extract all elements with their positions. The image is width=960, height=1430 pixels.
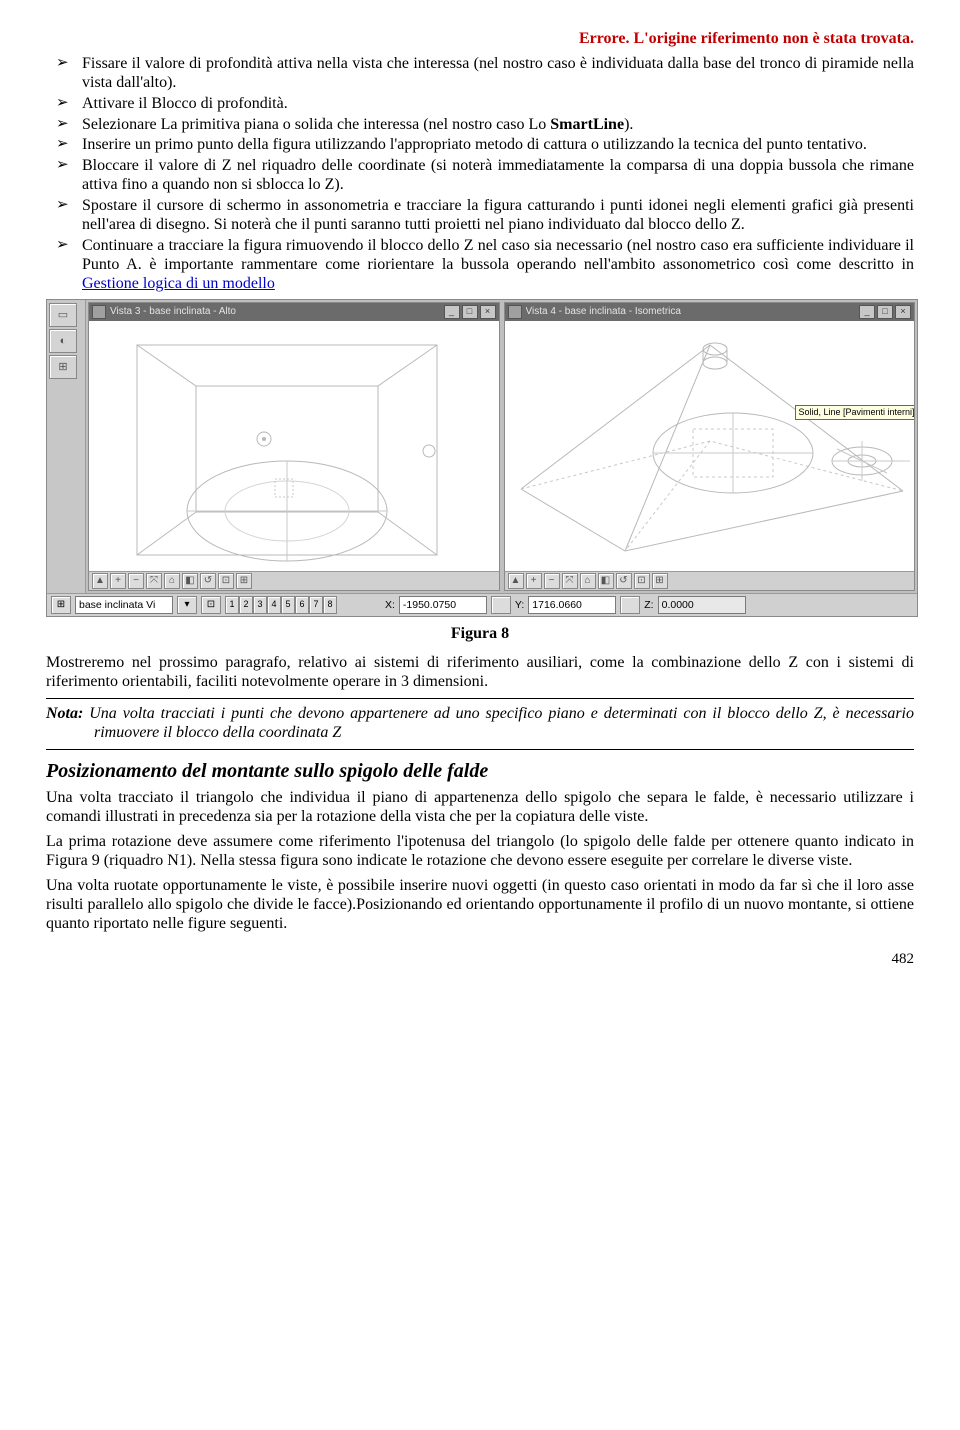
list-item: Bloccare il valore di Z nel riquadro del…: [46, 157, 914, 195]
y-coord-field[interactable]: 1716.0660: [528, 596, 616, 614]
tool-button[interactable]: ⊞: [49, 355, 77, 379]
cad-screenshot: ▭ ◐ ⊞ Vista 3 - base inclinata - Alto _ …: [46, 299, 918, 617]
view-num-button[interactable]: 1: [225, 596, 239, 614]
window-toolbar: ▲ + − ⤧ ⌂ ◧ ↺ ⊡ ⊞: [89, 571, 499, 590]
view-num-button[interactable]: 4: [267, 596, 281, 614]
view-ctrl-button[interactable]: −: [544, 573, 560, 589]
list-item: Attivare il Blocco di profondità.: [46, 95, 914, 114]
z-coord-field[interactable]: 0.0000: [658, 596, 746, 614]
window-toolbar: ▲ + − ⤧ ⌂ ◧ ↺ ⊡ ⊞: [505, 571, 915, 590]
view-ctrl-button[interactable]: ⊡: [218, 573, 234, 589]
view-num-button[interactable]: 5: [281, 596, 295, 614]
page-number: 482: [46, 951, 914, 969]
status-bar: ⊞ base inclinata Vi ▾ ⊡ 1 2 3 4 5 6 7 8 …: [47, 593, 917, 616]
canvas-iso-view[interactable]: Solid, Line [Pavimenti interni]: [505, 321, 915, 571]
x-coord-field[interactable]: -1950.0750: [399, 596, 487, 614]
view-ctrl-button[interactable]: ⤧: [146, 573, 162, 589]
text: Selezionare La primitiva piana o solida …: [82, 116, 550, 133]
view-ctrl-button[interactable]: ⊞: [652, 573, 668, 589]
view-ctrl-button[interactable]: −: [128, 573, 144, 589]
window-titlebar[interactable]: Vista 3 - base inclinata - Alto _ □ ×: [89, 303, 499, 321]
paragraph: La prima rotazione deve assumere come ri…: [46, 833, 914, 871]
bullet-list: Fissare il valore di profondità attiva n…: [46, 55, 914, 294]
view-ctrl-button[interactable]: ◧: [182, 573, 198, 589]
z-label: Z:: [644, 599, 653, 611]
separator: [46, 749, 914, 750]
list-item: Selezionare La primitiva piana o solida …: [46, 116, 914, 135]
nota-text: Una volta tracciati i punti che devono a…: [83, 705, 914, 741]
window-titlebar[interactable]: Vista 4 - base inclinata - Isometrica _ …: [505, 303, 915, 321]
nota-paragraph: Nota: Una volta tracciati i punti che de…: [46, 705, 914, 743]
paragraph: Mostreremo nel prossimo paragrafo, relat…: [46, 654, 914, 692]
paragraph: Una volta tracciato il triangolo che ind…: [46, 789, 914, 827]
separator: [46, 698, 914, 699]
view-ctrl-button[interactable]: ▲: [92, 573, 108, 589]
view-ctrl-button[interactable]: ⊞: [236, 573, 252, 589]
maximize-button[interactable]: □: [877, 305, 893, 319]
list-item: Continuare a tracciare la figura rimuove…: [46, 237, 914, 294]
view-num-button[interactable]: 8: [323, 596, 337, 614]
view-ctrl-button[interactable]: +: [110, 573, 126, 589]
view-window-3: Vista 3 - base inclinata - Alto _ □ ×: [88, 302, 500, 591]
gestione-link[interactable]: Gestione logica di un modello: [82, 275, 275, 292]
tool-button[interactable]: ◐: [49, 329, 77, 353]
text: Continuare a tracciare la figura rimuove…: [82, 237, 914, 273]
minimize-button[interactable]: _: [444, 305, 460, 319]
view-ctrl-button[interactable]: ▲: [508, 573, 524, 589]
list-item: Inserire un primo punto della figura uti…: [46, 136, 914, 155]
status-icon[interactable]: ▾: [177, 596, 197, 614]
view-num-button[interactable]: 3: [253, 596, 267, 614]
view-ctrl-button[interactable]: ↺: [616, 573, 632, 589]
section-heading: Posizionamento del montante sullo spigol…: [46, 760, 914, 784]
lock-checkbox[interactable]: [620, 596, 640, 614]
list-item: Spostare il cursore di schermo in assono…: [46, 197, 914, 235]
view-num-button[interactable]: 7: [309, 596, 323, 614]
list-item: Fissare il valore di profondità attiva n…: [46, 55, 914, 93]
snap-tooltip: Solid, Line [Pavimenti interni]: [795, 405, 915, 420]
window-icon: [92, 305, 106, 319]
view-ctrl-button[interactable]: +: [526, 573, 542, 589]
view-num-button[interactable]: 6: [295, 596, 309, 614]
view-number-group: 1 2 3 4 5 6 7 8: [225, 596, 337, 614]
view-ctrl-button[interactable]: ⌂: [164, 573, 180, 589]
error-header: Errore. L'origine riferimento non è stat…: [46, 30, 914, 49]
model-name-field[interactable]: base inclinata Vi: [75, 596, 173, 614]
text: ).: [624, 116, 633, 133]
view-ctrl-button[interactable]: ↺: [200, 573, 216, 589]
close-button[interactable]: ×: [480, 305, 496, 319]
status-icon[interactable]: ⊡: [201, 596, 221, 614]
x-label: X:: [385, 599, 395, 611]
window-title: Vista 4 - base inclinata - Isometrica: [526, 306, 858, 318]
view-ctrl-button[interactable]: ◧: [598, 573, 614, 589]
minimize-button[interactable]: _: [859, 305, 875, 319]
text-bold: SmartLine: [550, 116, 624, 133]
window-icon: [508, 305, 522, 319]
view-num-button[interactable]: 2: [239, 596, 253, 614]
lock-checkbox[interactable]: [491, 596, 511, 614]
nota-label: Nota:: [46, 705, 83, 722]
status-icon[interactable]: ⊞: [51, 596, 71, 614]
view-ctrl-button[interactable]: ⌂: [580, 573, 596, 589]
y-label: Y:: [515, 599, 524, 611]
figure-8: ▭ ◐ ⊞ Vista 3 - base inclinata - Alto _ …: [46, 299, 914, 644]
left-tool-palette: ▭ ◐ ⊞: [47, 300, 86, 593]
view-ctrl-button[interactable]: ⊡: [634, 573, 650, 589]
close-button[interactable]: ×: [895, 305, 911, 319]
window-title: Vista 3 - base inclinata - Alto: [110, 306, 442, 318]
figure-caption: Figura 8: [46, 625, 914, 644]
paragraph: Una volta ruotate opportunamente le vist…: [46, 877, 914, 934]
canvas-top-view[interactable]: [89, 321, 499, 571]
tool-button[interactable]: ▭: [49, 303, 77, 327]
view-ctrl-button[interactable]: ⤧: [562, 573, 578, 589]
maximize-button[interactable]: □: [462, 305, 478, 319]
view-window-4: Vista 4 - base inclinata - Isometrica _ …: [504, 302, 916, 591]
